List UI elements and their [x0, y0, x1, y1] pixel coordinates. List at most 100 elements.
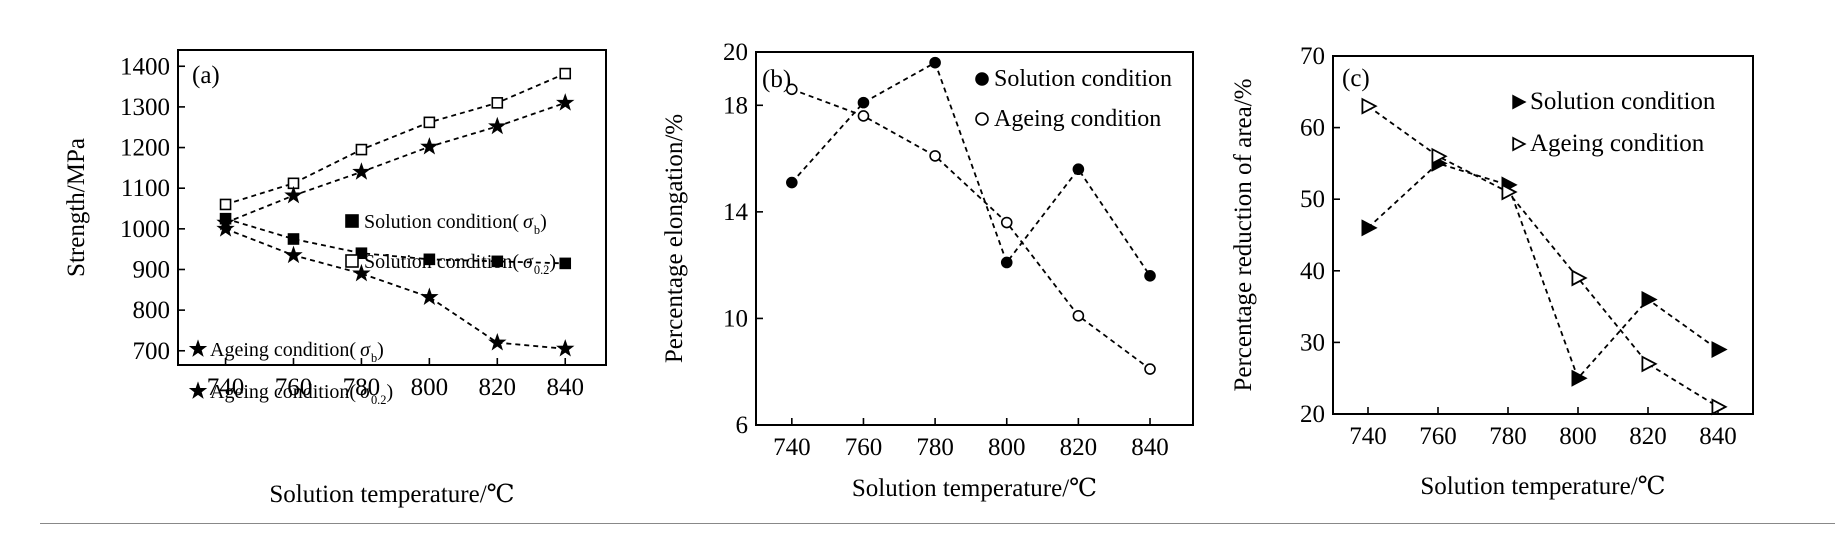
data-point — [556, 339, 575, 357]
data-point — [355, 143, 368, 156]
y-tick-label: 20 — [723, 39, 748, 66]
legend-marker — [345, 254, 359, 268]
data-point — [857, 96, 870, 109]
data-point — [352, 263, 371, 282]
y-tick-label: 40 — [1300, 258, 1325, 285]
series-3 — [216, 93, 575, 231]
x-tick-label: 760 — [845, 434, 883, 461]
y-tick-label: 1300 — [120, 94, 170, 121]
series-line — [225, 227, 566, 350]
legend-entry: Solution condition — [1512, 88, 1716, 115]
data-point — [355, 247, 368, 260]
data-point — [352, 162, 371, 180]
x-tick-label: 840 — [1131, 434, 1169, 461]
data-point — [284, 185, 303, 204]
legend-marker — [975, 112, 989, 126]
panel-label: (a) — [192, 62, 220, 89]
data-point — [219, 198, 232, 211]
series-line — [1367, 105, 1719, 408]
y-tick-label: 900 — [133, 256, 171, 283]
y-tick-label: 1200 — [120, 135, 170, 162]
series-line — [225, 72, 566, 206]
data-point — [1144, 363, 1156, 375]
series-2 — [1361, 97, 1728, 416]
series-line — [791, 61, 1151, 277]
data-point — [420, 287, 439, 305]
y-tick-label: 1100 — [121, 175, 170, 202]
data-point — [287, 233, 300, 245]
series-2 — [786, 83, 1156, 375]
x-tick-label: 760 — [1419, 423, 1457, 450]
x-axis-label: Solution temperature/℃ — [1420, 473, 1665, 500]
data-point — [491, 255, 504, 268]
data-point — [423, 116, 436, 129]
x-tick-label: 820 — [1060, 434, 1098, 461]
data-point — [556, 93, 575, 111]
y-tick-label: 70 — [1300, 43, 1325, 70]
data-point — [1641, 355, 1658, 373]
data-point — [1000, 216, 1013, 229]
data-point — [1571, 369, 1588, 387]
panel-c: 740 760 780 800 820 840 20 30 40 50 60 70 Solution t… — [1230, 43, 1754, 500]
x-tick-label: 780 — [1489, 423, 1527, 450]
legend-marker — [188, 381, 208, 399]
data-point — [1072, 309, 1085, 322]
y-tick-label: 6 — [736, 412, 749, 439]
x-tick-label: 740 — [773, 434, 811, 461]
legend-label: Solution condition — [994, 66, 1172, 92]
x-axis-label: Solution temperature/℃ — [852, 475, 1097, 502]
y-tick-label: 800 — [133, 297, 171, 324]
data-point — [929, 56, 941, 69]
legend-label: Solution condition(σb) — [364, 211, 547, 237]
panel-label: (c) — [1342, 65, 1370, 92]
y-axis-label: Percentage reduction of area/% — [1230, 78, 1257, 391]
y-tick-label: 10 — [723, 305, 748, 332]
legend-marker — [1512, 136, 1527, 152]
x-tick-label: 840 — [1699, 423, 1737, 450]
series-line — [791, 88, 1151, 370]
x-tick-label: 840 — [546, 374, 584, 401]
series-line — [1367, 162, 1719, 380]
data-point — [423, 253, 436, 266]
x-tick-label: 820 — [479, 374, 517, 401]
data-point — [559, 67, 572, 80]
y-tick-label: 30 — [1300, 329, 1325, 356]
data-point — [1711, 398, 1728, 416]
panel-b: 740 760 780 800 820 840 6 10 14 18 20 Solution temp… — [661, 39, 1194, 502]
x-tick-label: 740 — [1349, 423, 1387, 450]
y-tick-label: 20 — [1300, 401, 1325, 428]
x-tick-label: 820 — [1629, 423, 1667, 450]
data-point — [1501, 183, 1518, 201]
series-4 — [216, 219, 575, 357]
data-point — [1072, 163, 1085, 176]
plot-frame — [1332, 55, 1754, 415]
data-point — [857, 110, 870, 122]
plot-frame — [177, 49, 607, 366]
legend-marker — [975, 72, 989, 86]
x-tick-label: 740 — [207, 374, 245, 401]
y-tick-label: 1000 — [120, 216, 170, 243]
y-tick-label: 700 — [133, 338, 171, 365]
series-line — [225, 217, 566, 265]
legend-label: Ageing condition(σ0.2) — [210, 381, 393, 407]
x-tick-label: 800 — [988, 434, 1026, 461]
plot-frame — [755, 51, 1194, 426]
data-point — [1000, 256, 1013, 269]
data-point — [786, 83, 798, 96]
y-axis-label: Strength/MPa — [63, 138, 90, 277]
data-point — [1431, 147, 1448, 165]
x-axis-label: Solution temperature/℃ — [269, 481, 514, 508]
data-point — [284, 245, 303, 264]
legend-entry: Ageing condition(σb) — [188, 339, 384, 365]
legend-marker — [1512, 94, 1527, 110]
data-point — [420, 137, 439, 155]
legend-entry: Solution condition(σ0.2) — [345, 251, 556, 277]
series-1 — [1361, 154, 1728, 387]
series-1 — [786, 56, 1156, 282]
legend-label: Ageing condition — [1530, 130, 1705, 157]
data-point — [559, 257, 572, 270]
data-point — [1361, 219, 1378, 237]
y-tick-label: 14 — [723, 199, 749, 226]
data-point — [1711, 341, 1728, 359]
